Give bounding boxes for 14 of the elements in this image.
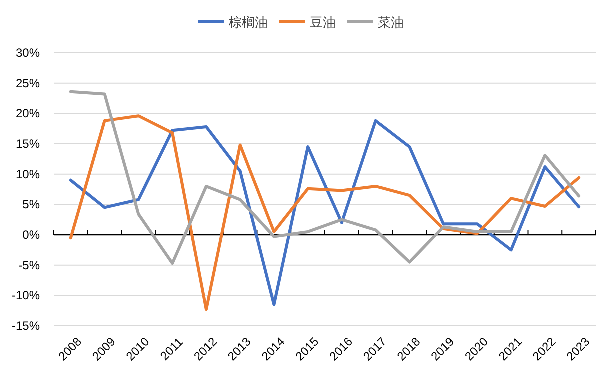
- y-tick-label: 25%: [16, 76, 40, 90]
- y-tick-label: 5%: [22, 198, 40, 212]
- legend-label: 菜油: [378, 15, 404, 30]
- line-series: [69, 90, 581, 266]
- legend-label: 豆油: [310, 15, 336, 30]
- y-tick-label: -5%: [18, 258, 40, 272]
- y-tick-label: -10%: [12, 288, 40, 303]
- y-tick-label: 20%: [16, 106, 40, 121]
- y-tick-label: -15%: [12, 319, 40, 333]
- y-tick-label: 30%: [16, 46, 40, 60]
- y-tick-label: 10%: [16, 167, 40, 182]
- legend-label: 棕榈油: [229, 15, 268, 30]
- y-tick-label: 15%: [16, 137, 40, 151]
- y-tick-label: 0%: [22, 228, 40, 242]
